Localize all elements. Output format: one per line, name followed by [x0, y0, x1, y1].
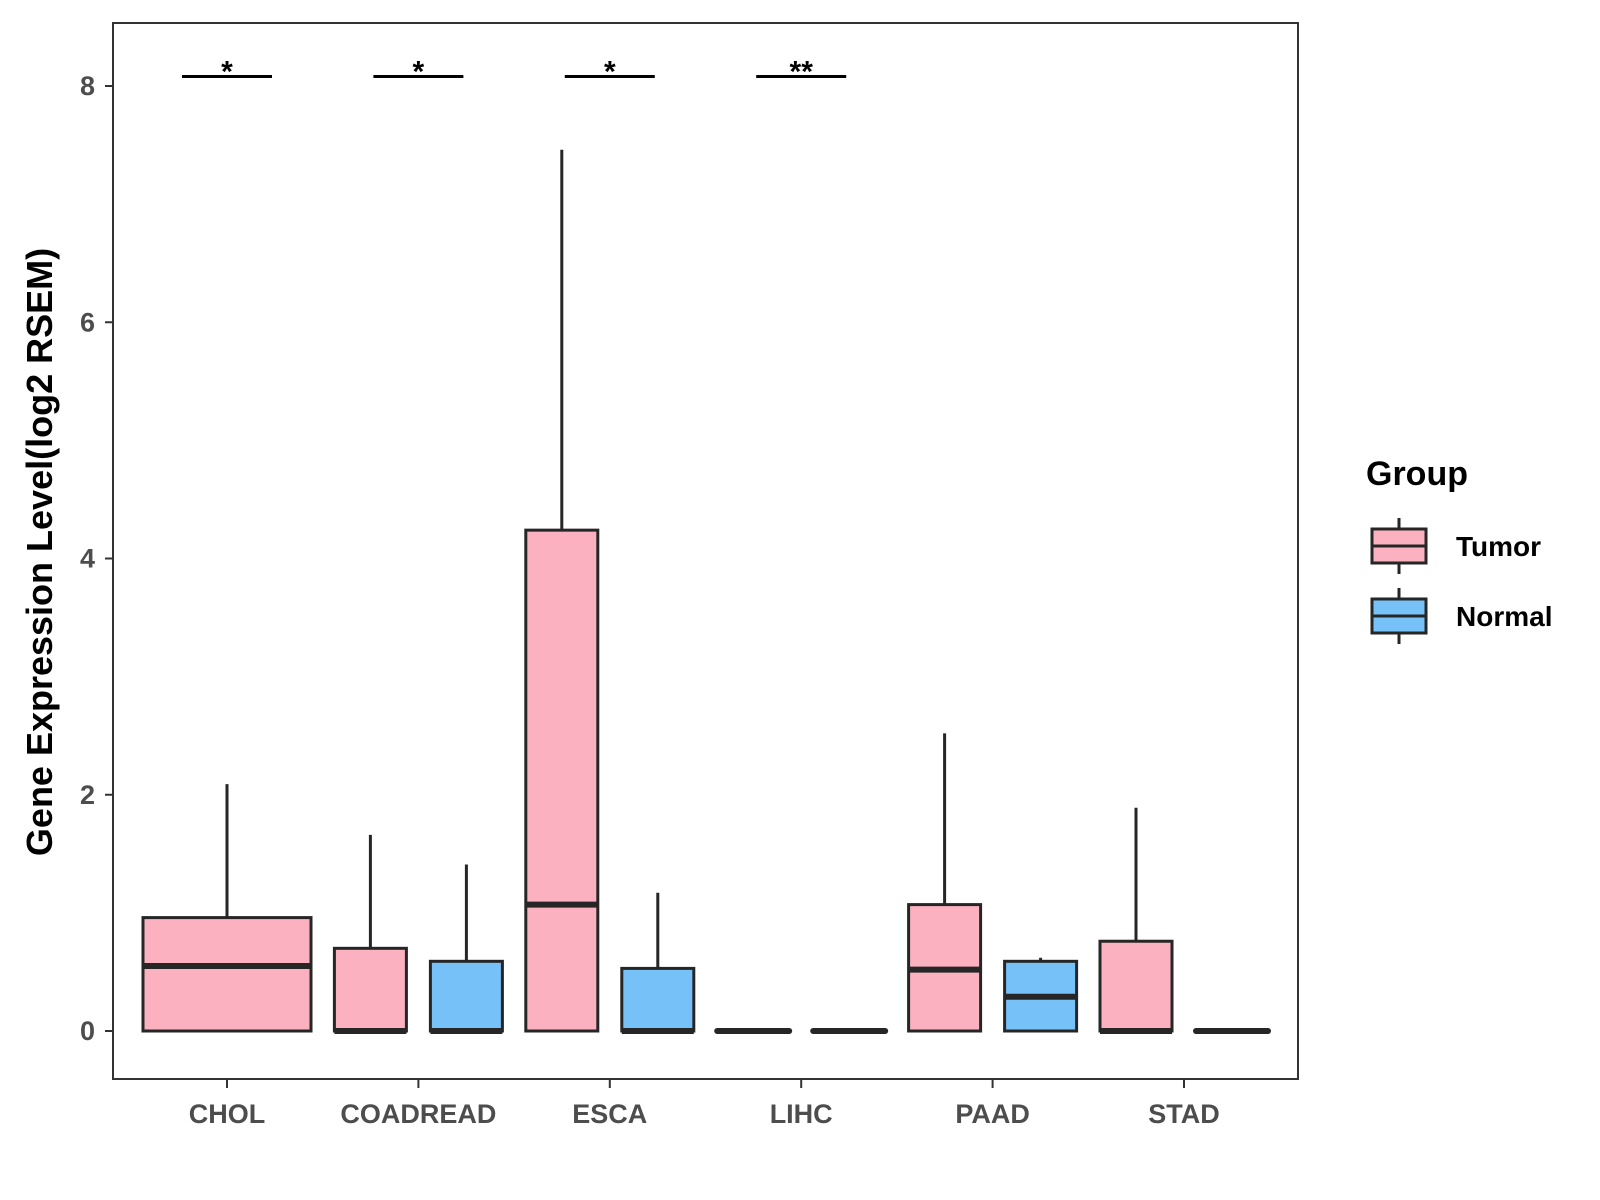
- legend-item-tumor: Tumor: [1370, 518, 1541, 574]
- box-esca-normal: [620, 892, 696, 1034]
- box-paad-tumor: [907, 733, 983, 1033]
- box-coadread-normal: [428, 864, 504, 1034]
- significance-esca: *: [564, 56, 655, 89]
- box-body: [332, 946, 408, 1033]
- legend: Group Tumor Normal: [1366, 455, 1552, 644]
- legend-title: Group: [1366, 455, 1468, 493]
- y-tick-label: 6: [80, 307, 95, 337]
- box-body: [141, 916, 313, 1033]
- box-coadread-tumor: [332, 834, 408, 1034]
- x-tick-label-coadread: COADREAD: [340, 1099, 496, 1129]
- significance-lihc: **: [756, 56, 847, 89]
- box-stad-tumor: [1098, 807, 1174, 1034]
- legend-label: Tumor: [1456, 531, 1541, 562]
- y-tick-label: 0: [80, 1016, 95, 1046]
- y-tick-label: 4: [80, 544, 95, 574]
- significance-label: *: [604, 56, 616, 89]
- x-tick-label-chol: CHOL: [189, 1099, 266, 1129]
- x-tick-label-stad: STAD: [1148, 1099, 1220, 1129]
- legend-item-normal: Normal: [1370, 588, 1552, 644]
- significance-label: *: [221, 56, 233, 89]
- y-tick-label: 2: [80, 780, 95, 810]
- y-axis-title: Gene Expression Level(log2 RSEM): [19, 248, 60, 856]
- significance-chol: *: [182, 56, 272, 89]
- box-body: [1098, 939, 1174, 1033]
- box-body: [524, 528, 600, 1033]
- x-tick-label-esca: ESCA: [572, 1099, 647, 1129]
- box-body: [620, 966, 696, 1033]
- box-chol-tumor: [141, 784, 313, 1033]
- y-tick-label: 8: [80, 71, 95, 101]
- x-tick-label-lihc: LIHC: [770, 1099, 833, 1129]
- significance-label: **: [790, 56, 814, 89]
- significance-coadread: *: [373, 56, 464, 89]
- x-tick-label-paad: PAAD: [955, 1099, 1030, 1129]
- panel-border: [112, 22, 1299, 1080]
- legend-label: Normal: [1456, 601, 1552, 632]
- box-body: [428, 959, 504, 1033]
- box-paad-normal: [1003, 957, 1079, 1033]
- significance-label: *: [413, 56, 425, 89]
- box-esca-tumor: [524, 149, 600, 1033]
